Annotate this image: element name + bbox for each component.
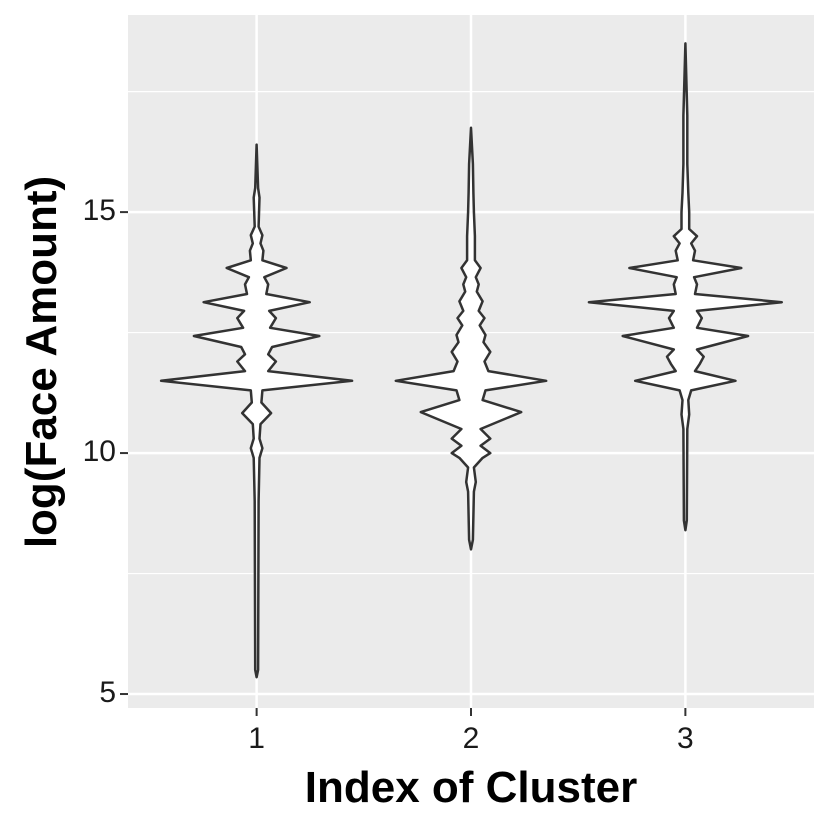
x-tick-label: 3 [677, 722, 694, 755]
x-tick-label: 1 [248, 722, 265, 755]
violin [394, 126, 548, 551]
x-tick-label: 2 [463, 722, 480, 755]
violin [587, 42, 784, 532]
y-axis-title: log(Face Amount) [17, 176, 66, 548]
y-tick-label: 10 [83, 435, 116, 468]
violin [159, 143, 354, 679]
y-tick-label: 5 [99, 676, 116, 709]
x-axis-title: Index of Cluster [305, 763, 638, 812]
y-tick-label: 15 [83, 194, 116, 227]
